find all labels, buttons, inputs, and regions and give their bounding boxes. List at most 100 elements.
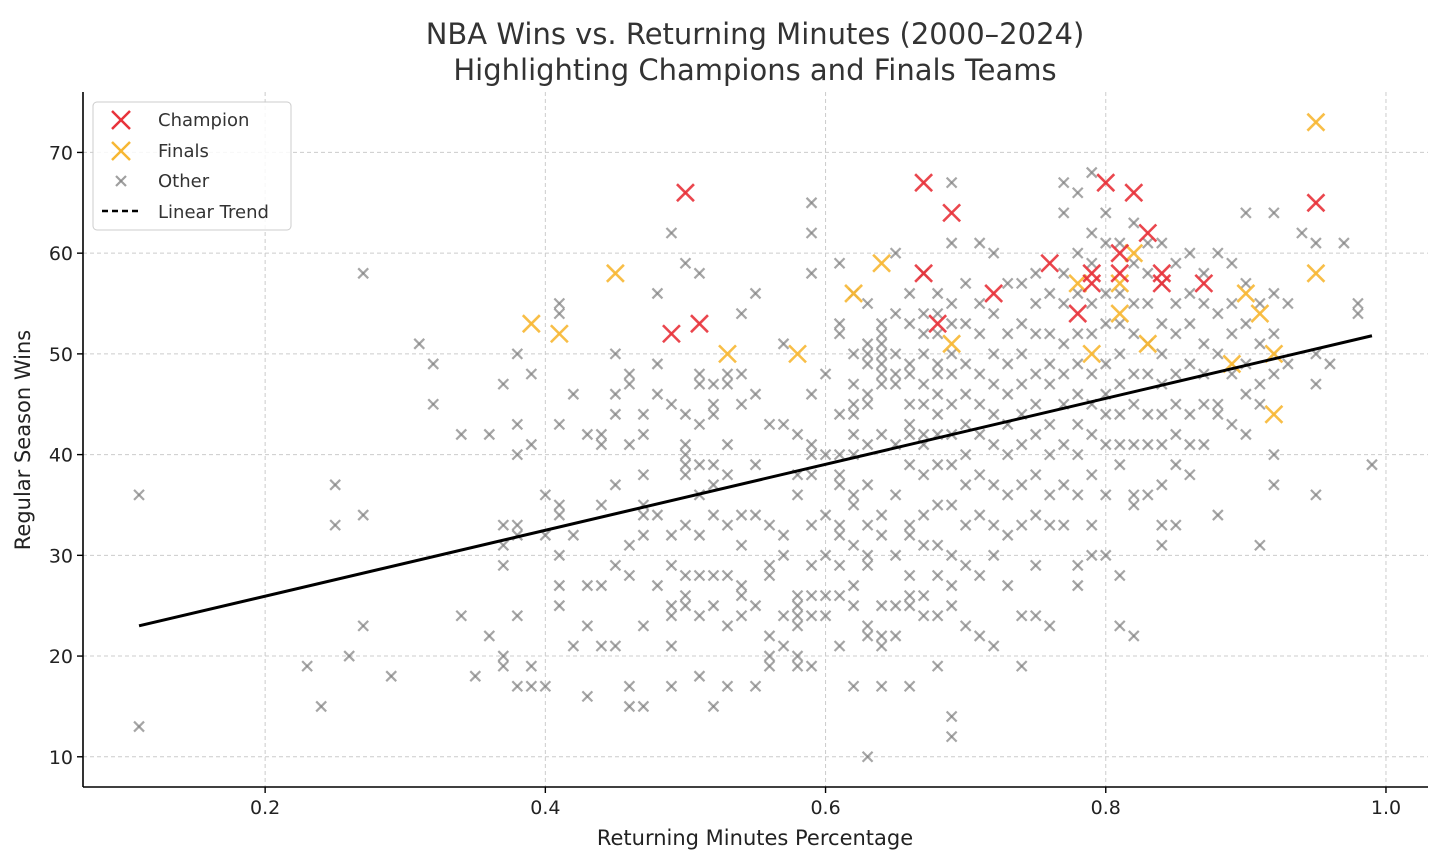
other-point <box>1170 327 1182 340</box>
other-point <box>917 468 930 481</box>
other-point <box>567 388 580 400</box>
other-point <box>987 519 1000 531</box>
other-point <box>637 700 650 713</box>
other-point <box>763 519 776 531</box>
champion-point <box>1138 223 1158 243</box>
other-point <box>1085 468 1098 481</box>
other-point <box>903 458 916 471</box>
other-point <box>945 176 958 189</box>
other-point <box>1029 368 1042 380</box>
other-point <box>679 589 692 602</box>
other-point <box>1043 489 1056 501</box>
other-point <box>791 650 804 662</box>
other-point <box>609 640 622 652</box>
other-point <box>511 448 524 461</box>
other-point <box>1240 207 1252 219</box>
other-point <box>1015 378 1028 390</box>
other-point <box>133 720 145 733</box>
other-point <box>133 489 145 501</box>
other-point <box>987 307 1000 320</box>
other-point <box>679 257 692 270</box>
other-point <box>1226 418 1238 431</box>
other-point <box>889 368 902 380</box>
other-point <box>693 368 706 380</box>
other-point <box>833 519 846 531</box>
legend-marker-champion <box>111 110 131 130</box>
other-point <box>945 549 958 562</box>
other-point <box>1156 408 1168 421</box>
gridlines <box>83 92 1428 787</box>
other-point <box>763 569 776 582</box>
other-point <box>973 428 986 441</box>
other-point <box>1085 227 1098 239</box>
other-point <box>623 368 636 380</box>
other-point <box>777 418 790 431</box>
other-point <box>987 549 1000 562</box>
other-point <box>1128 398 1140 411</box>
other-point <box>497 519 510 531</box>
y-ticks: 10 20 30 40 50 60 70 <box>49 142 83 769</box>
other-point <box>931 458 944 471</box>
other-point <box>749 388 762 400</box>
other-point <box>1128 297 1140 310</box>
other-point <box>357 509 369 521</box>
x-axis-label: Returning Minutes Percentage <box>597 826 913 850</box>
other-point <box>805 468 818 481</box>
other-point <box>861 388 874 400</box>
other-point <box>861 549 874 562</box>
other-point <box>1198 267 1210 280</box>
other-point <box>1113 408 1126 421</box>
other-point <box>525 438 538 451</box>
other-point <box>707 599 720 612</box>
other-point <box>805 519 818 531</box>
other-point <box>651 358 664 370</box>
other-point <box>1128 217 1140 229</box>
other-point <box>819 549 832 562</box>
other-point <box>1170 458 1182 471</box>
finals-point <box>1082 344 1102 364</box>
other-point <box>1212 398 1224 411</box>
other-point <box>301 660 313 672</box>
x-tick-label: 1.0 <box>1371 797 1401 819</box>
other-point <box>665 640 678 652</box>
other-point <box>1043 519 1056 531</box>
other-point <box>1057 438 1070 451</box>
other-point <box>511 680 524 693</box>
other-point <box>735 609 748 622</box>
other-point <box>623 569 636 582</box>
other-point <box>623 680 636 693</box>
other-point <box>819 589 832 602</box>
other-point <box>735 307 748 320</box>
other-point <box>1268 207 1280 219</box>
other-point <box>861 620 874 632</box>
other-point <box>609 479 622 491</box>
other-point <box>1001 388 1014 400</box>
other-point <box>1043 418 1056 431</box>
other-point <box>581 579 594 592</box>
other-point <box>665 680 678 693</box>
other-point <box>805 438 818 451</box>
other-point <box>1113 287 1126 300</box>
other-point <box>707 458 720 471</box>
other-point <box>1128 489 1140 501</box>
other-point <box>777 640 790 652</box>
other-point <box>875 317 888 330</box>
other-point <box>1057 519 1070 531</box>
other-points <box>133 166 1378 763</box>
other-point <box>357 620 369 632</box>
other-point <box>1071 186 1084 199</box>
champion-point <box>1096 173 1116 193</box>
other-point <box>1113 317 1126 330</box>
other-point <box>707 569 720 582</box>
other-point <box>427 358 440 370</box>
other-point <box>931 609 944 622</box>
other-point <box>1085 297 1098 310</box>
other-point <box>413 338 426 350</box>
legend-box <box>92 101 292 231</box>
linear-trend-line <box>138 334 1373 628</box>
other-point <box>1156 539 1168 552</box>
other-point <box>875 599 888 612</box>
other-point <box>973 398 986 411</box>
finals-point <box>1110 304 1130 324</box>
